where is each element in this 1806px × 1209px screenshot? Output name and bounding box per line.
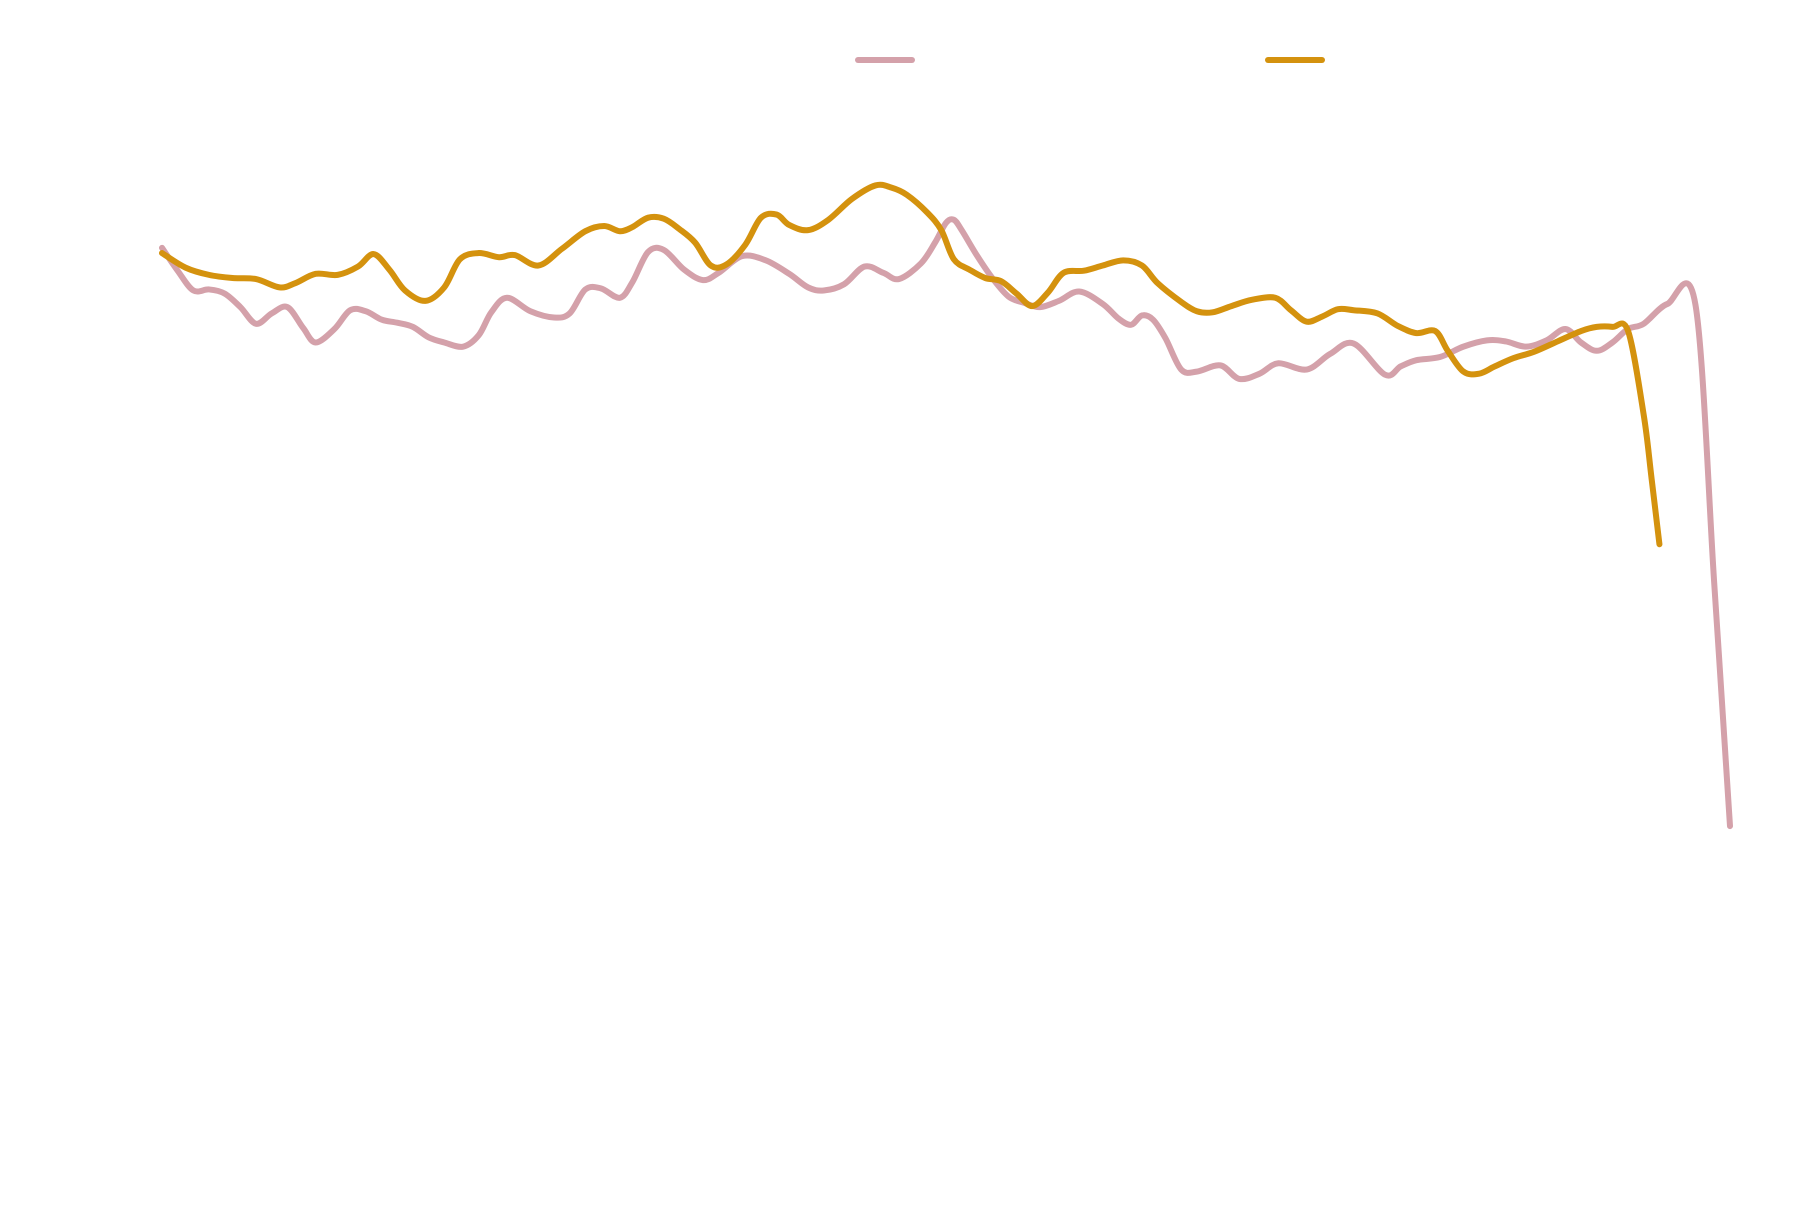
series-layer [159,181,1733,830]
series-line-1 [159,216,1733,830]
series-line-2 [159,181,1663,548]
